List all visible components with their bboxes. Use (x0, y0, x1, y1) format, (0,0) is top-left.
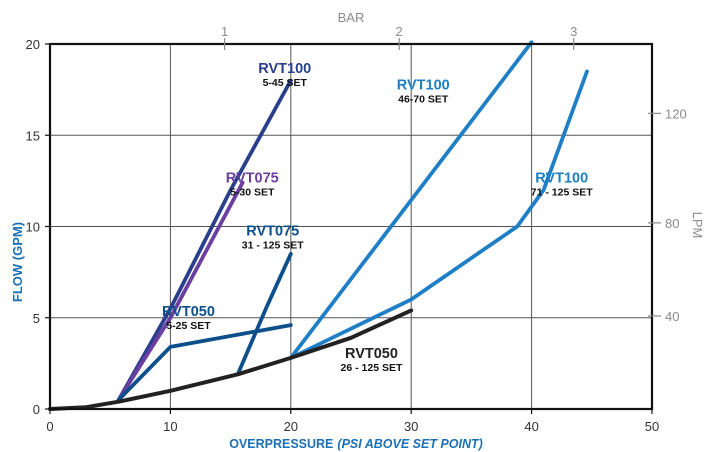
series-label-name: RVT075 (226, 171, 279, 187)
series-label-range: 5-45 SET (263, 77, 308, 89)
y-axis-title: FLOW (GPM) (10, 222, 25, 302)
series-label-name: RVT050 (162, 304, 215, 320)
x-axis-title-sub: (PSI ABOVE SET POINT) (337, 437, 482, 451)
series-line (235, 251, 293, 377)
series-label-range: 46-70 SET (398, 94, 449, 106)
series-label-name: RVT100 (397, 78, 450, 94)
series-label-name: RVT075 (246, 224, 299, 240)
y-tick-label: 20 (26, 37, 40, 52)
bar-tick-label: 3 (570, 24, 577, 39)
series-label-name: RVT100 (258, 61, 311, 77)
series-line (116, 78, 293, 402)
x-axis-title-main: OVERPRESSURE (229, 437, 333, 451)
lpm-tick-label: 40 (665, 309, 679, 324)
series-line (288, 40, 534, 360)
right-axis-title: LPM (690, 212, 704, 239)
bar-tick-label: 2 (396, 24, 403, 39)
x-tick-label: 30 (404, 419, 418, 434)
series-label-range: 71 - 125 SET (531, 187, 593, 199)
y-tick-label: 0 (33, 402, 40, 417)
series-label-range: 5-30 SET (230, 187, 275, 199)
bar-tick-label: 1 (221, 24, 228, 39)
y-tick-label: 15 (26, 128, 40, 143)
lpm-tick-label: 120 (665, 106, 687, 121)
axis-ticks: 0 10 20 30 40 50 0 5 10 15 20 1 2 3 40 80 120 (26, 24, 687, 434)
series-label-range: 31 - 125 SET (242, 240, 304, 252)
series-line (288, 69, 589, 360)
series-lines (48, 40, 589, 411)
series-line (48, 308, 414, 411)
x-tick-label: 20 (284, 419, 298, 434)
series-line (116, 180, 245, 402)
x-tick-label: 10 (163, 419, 177, 434)
series-label-range: 26 - 125 SET (341, 362, 403, 374)
x-tick-label: 40 (524, 419, 538, 434)
x-tick-label: 50 (645, 419, 659, 434)
y-tick-label: 5 (33, 311, 40, 326)
gridlines (50, 44, 652, 409)
series-label-range: 5-25 SET (166, 320, 211, 332)
y-tick-label: 10 (26, 220, 40, 235)
x-axis-title: OVERPRESSURE (PSI ABOVE SET POINT) (229, 437, 483, 451)
series-label-name: RVT050 (345, 346, 398, 362)
series-label-name: RVT100 (535, 171, 588, 187)
series-line (116, 323, 293, 402)
top-axis-title: BAR (338, 10, 365, 25)
x-tick-label: 0 (46, 419, 53, 434)
lpm-tick-label: 80 (665, 216, 679, 231)
